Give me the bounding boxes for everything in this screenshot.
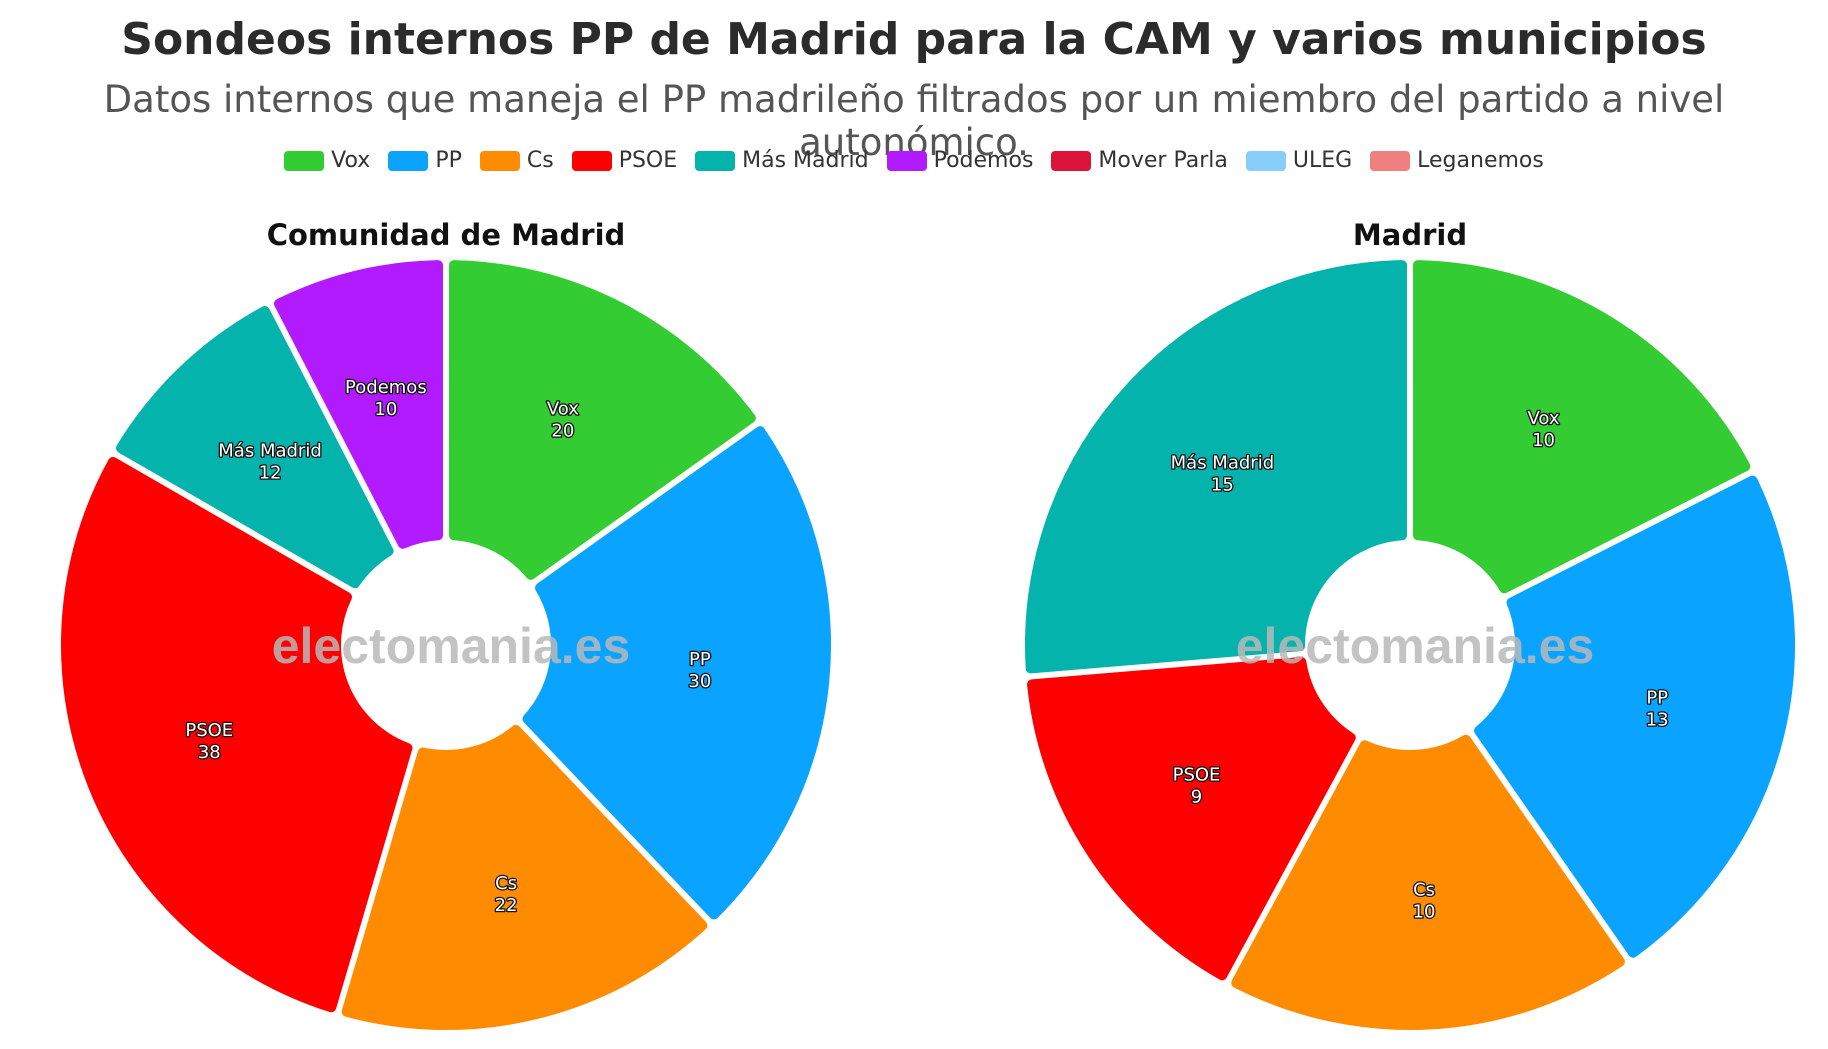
slice-value: 12	[259, 462, 282, 483]
legend-item[interactable]: Más Madrid	[695, 148, 869, 173]
slice-value: 10	[374, 399, 397, 420]
legend-swatch	[388, 150, 429, 171]
donut-slice[interactable]	[1412, 260, 1751, 594]
donut-slice[interactable]	[115, 305, 394, 589]
donut-slice[interactable]	[341, 724, 708, 1030]
chart-subtitle: Datos internos que maneja el PP madrileñ…	[103, 78, 1725, 164]
slice-value: 30	[688, 671, 711, 692]
legend-swatch	[886, 150, 927, 171]
slice-value: 15	[1211, 474, 1234, 495]
slice-value: 22	[495, 895, 518, 916]
legend-swatch	[1051, 150, 1092, 171]
donut-slice[interactable]	[522, 426, 831, 920]
slice-category: PP	[689, 649, 711, 670]
legend-swatch	[695, 150, 736, 171]
donut-slice[interactable]	[1231, 734, 1625, 1030]
slice-category: PP	[1646, 688, 1668, 709]
legend-label: Podemos	[933, 148, 1034, 173]
legend-swatch	[479, 150, 520, 171]
legend-label: ULEG	[1292, 148, 1353, 173]
donut-chart: Comunidad de Madrid electomania.es Vox 20 PP…	[61, 218, 831, 1030]
slice-category: PSOE	[1173, 764, 1221, 785]
slice-value: 9	[1191, 786, 1202, 807]
slice-label: Vox 20	[547, 398, 579, 441]
donut-slice[interactable]	[1027, 657, 1356, 981]
legend-item[interactable]: Podemos	[886, 148, 1034, 173]
slice-category: PSOE	[185, 720, 233, 741]
chart-title: Sondeos internos PP de Madrid para la CA…	[121, 14, 1707, 65]
legend-item[interactable]: ULEG	[1245, 148, 1353, 173]
donut-slice[interactable]	[274, 260, 444, 549]
legend-swatch	[1245, 150, 1286, 171]
legend-item[interactable]: PSOE	[571, 148, 678, 173]
legend-label: Cs	[526, 148, 554, 173]
legend-item[interactable]: Vox	[284, 148, 370, 173]
slice-label: Más Madrid 15	[1171, 452, 1274, 495]
donut-slice[interactable]	[1025, 260, 1408, 674]
subchart-title: Comunidad de Madrid	[267, 218, 626, 252]
slice-label: Cs 22	[495, 873, 518, 916]
slice-category: Podemos	[345, 377, 427, 398]
slice-label: PSOE 9	[1173, 764, 1221, 807]
legend-label: Mover Parla	[1098, 148, 1228, 173]
slice-label: PSOE 38	[185, 720, 233, 763]
slice-label: Vox 10	[1528, 408, 1560, 451]
slice-value: 38	[198, 742, 221, 763]
slice-category: Más Madrid	[218, 440, 321, 461]
legend-label: PSOE	[618, 148, 678, 173]
slice-label: Cs 10	[1413, 880, 1436, 923]
slice-label: Podemos 10	[345, 377, 427, 420]
legend: Vox PP Cs PSOE Más Madrid Podemos Mover Parla U…	[0, 148, 1828, 173]
legend-swatch	[571, 150, 612, 171]
slice-value: 20	[551, 420, 574, 441]
legend-label: Leganemos	[1417, 148, 1544, 173]
legend-item[interactable]: Mover Parla	[1051, 148, 1228, 173]
legend-swatch	[1370, 150, 1411, 171]
slice-category: Cs	[1413, 880, 1435, 901]
legend-label: Más Madrid	[742, 148, 869, 173]
donut-slice[interactable]	[448, 260, 756, 580]
legend-swatch	[284, 150, 325, 171]
slice-value: 10	[1413, 902, 1436, 923]
slice-category: Más Madrid	[1171, 452, 1274, 473]
slice-category: Vox	[547, 398, 579, 419]
slice-label: PP 30	[688, 649, 711, 692]
slice-value: 13	[1646, 710, 1669, 731]
legend-label: PP	[435, 148, 462, 173]
slice-category: Vox	[1528, 408, 1560, 429]
legend-label: Vox	[331, 148, 371, 173]
watermark: electomania.es	[272, 618, 631, 674]
watermark: electomania.es	[1236, 618, 1595, 674]
slice-label: Más Madrid 12	[218, 440, 321, 483]
slice-label: PP 13	[1646, 688, 1669, 731]
donut-slice[interactable]	[61, 456, 413, 1013]
legend-item[interactable]: Leganemos	[1370, 148, 1544, 173]
legend-item[interactable]: PP	[388, 148, 462, 173]
donut-slice[interactable]	[1474, 475, 1795, 958]
subchart-title: Madrid	[1353, 218, 1467, 252]
legend-item[interactable]: Cs	[479, 148, 554, 173]
slice-category: Cs	[495, 873, 517, 894]
slice-value: 10	[1532, 430, 1555, 451]
